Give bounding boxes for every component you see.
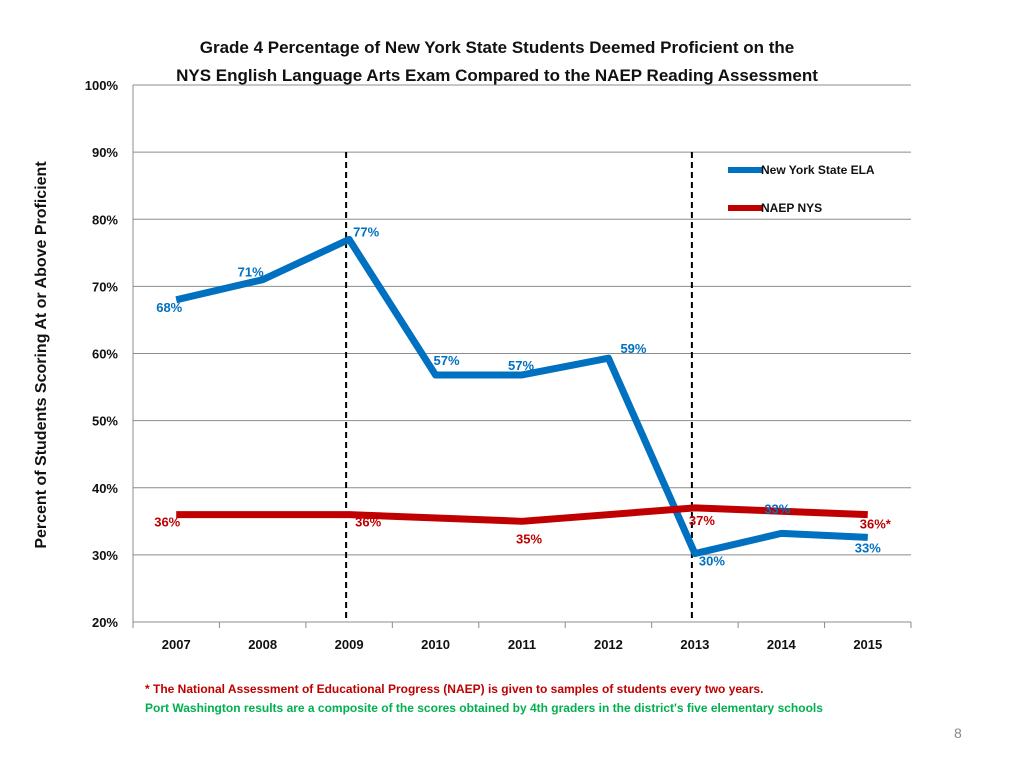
data-label: 30% bbox=[699, 554, 725, 569]
footnote-port-washington: Port Washington results are a composite … bbox=[145, 701, 823, 715]
x-tick-label: 2014 bbox=[767, 637, 797, 652]
footnote-naep: * The National Assessment of Educational… bbox=[145, 682, 764, 696]
x-tick-label: 2012 bbox=[594, 637, 623, 652]
data-label: 59% bbox=[620, 341, 646, 356]
data-label: 77% bbox=[353, 224, 379, 239]
x-tick-label: 2011 bbox=[508, 637, 536, 652]
series-line-naep-nys bbox=[176, 504, 868, 525]
legend-label: NAEP NYS bbox=[761, 201, 822, 215]
chart-title-line-1: Grade 4 Percentage of New York State Stu… bbox=[199, 38, 795, 57]
data-label: 36% bbox=[355, 515, 381, 530]
x-tick-label: 2007 bbox=[162, 637, 191, 652]
x-tick-label: 2015 bbox=[853, 637, 882, 652]
chart-title-line-2: NYS English Language Arts Exam Compared … bbox=[176, 66, 818, 85]
y-tick-label: 40% bbox=[92, 481, 118, 496]
data-label: 36% bbox=[154, 515, 180, 530]
chart-title: Grade 4 Percentage of New York State Stu… bbox=[0, 34, 994, 90]
data-label: 71% bbox=[238, 265, 264, 280]
x-tick-label: 2009 bbox=[335, 637, 364, 652]
data-label: 57% bbox=[434, 353, 460, 368]
data-label: 35% bbox=[516, 531, 542, 546]
x-tick-label: 2010 bbox=[421, 637, 450, 652]
legend: New York State ELA NAEP NYS bbox=[728, 163, 875, 215]
data-label: 68% bbox=[156, 300, 182, 315]
data-labels: 68% 71% 77% 57% 57% 59% 30% 33% 33% 36% 36% 35% 37% 3… bbox=[154, 224, 892, 568]
x-axis-ticks: 2007 2008 2009 2010 2011 2012 2013 2014 2015 bbox=[132, 622, 912, 652]
y-tick-label: 20% bbox=[92, 615, 118, 630]
page-number: 8 bbox=[954, 725, 962, 741]
y-tick-label: 30% bbox=[92, 548, 118, 563]
data-label: 33% bbox=[764, 501, 790, 516]
legend-label: New York State ELA bbox=[761, 163, 875, 177]
y-tick-label: 100% bbox=[85, 78, 119, 93]
y-tick-label: 50% bbox=[92, 414, 118, 429]
y-tick-label: 60% bbox=[92, 347, 118, 362]
y-tick-label: 80% bbox=[92, 212, 118, 227]
reference-lines bbox=[345, 152, 693, 622]
x-tick-label: 2013 bbox=[680, 637, 709, 652]
gridlines bbox=[132, 84, 911, 623]
y-axis-ticks: 20% 30% 40% 50% 60% 70% 80% 90% 100% bbox=[85, 78, 119, 630]
series-line-nys-ela bbox=[175, 235, 868, 558]
data-label: 33% bbox=[855, 540, 881, 555]
data-label: 57% bbox=[508, 358, 534, 373]
data-label: 37% bbox=[689, 513, 715, 528]
data-label: 36%* bbox=[860, 517, 892, 532]
y-tick-label: 90% bbox=[92, 145, 118, 160]
series-lines bbox=[175, 235, 868, 558]
x-tick-label: 2008 bbox=[248, 637, 277, 652]
y-tick-label: 70% bbox=[92, 279, 118, 294]
